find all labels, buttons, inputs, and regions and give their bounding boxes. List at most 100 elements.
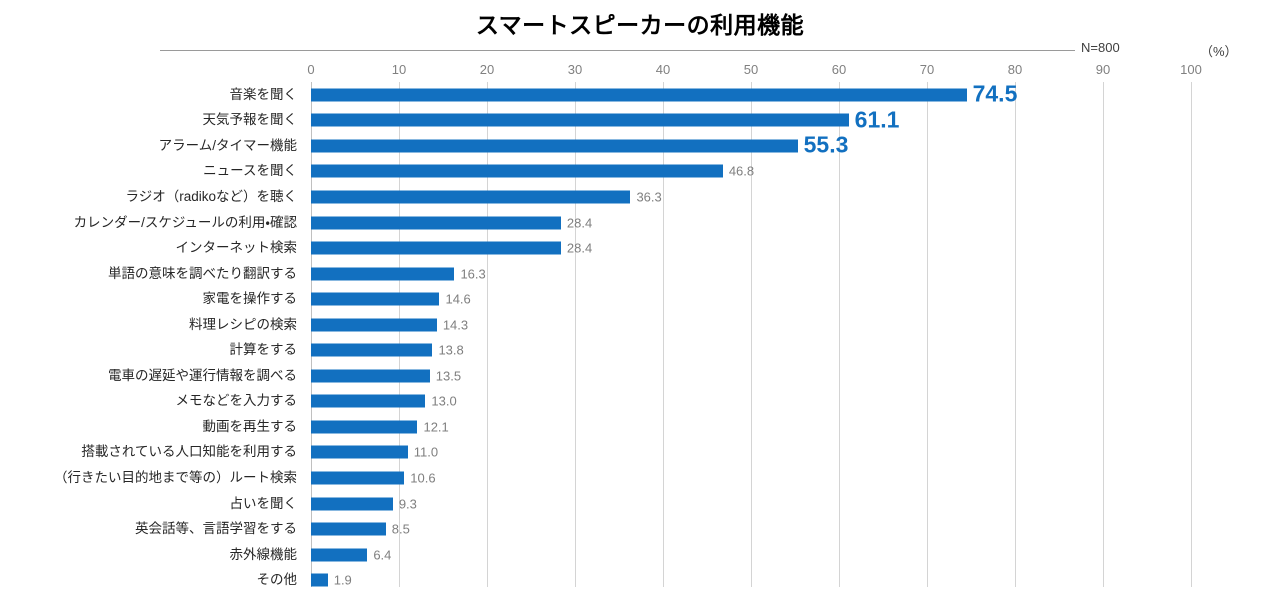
bar-value-label: 1.9 bbox=[333, 572, 352, 588]
category-label: その他 bbox=[256, 572, 298, 588]
category-label: 動画を再生する bbox=[202, 418, 298, 434]
bar[interactable] bbox=[311, 139, 798, 153]
bar-value-label: 14.3 bbox=[442, 317, 469, 333]
bar-value-label: 8.5 bbox=[391, 521, 410, 537]
x-tick-label-70: 70 bbox=[919, 62, 935, 77]
bar-row: 料理レシピの検索 14.3 bbox=[0, 312, 1280, 338]
bar-value-label: 13.5 bbox=[435, 368, 462, 384]
bar-value-label: 16.3 bbox=[460, 266, 486, 282]
bar-value-label: 61.1 bbox=[854, 106, 900, 133]
bar-row: 計算をする 13.8 bbox=[0, 338, 1280, 364]
bar[interactable] bbox=[311, 522, 386, 536]
bar-value-label: 74.5 bbox=[972, 80, 1018, 107]
x-tick-label-30: 30 bbox=[567, 62, 583, 77]
bar[interactable] bbox=[311, 216, 561, 230]
bar-value-label: 14.6 bbox=[445, 291, 471, 307]
x-tick-label-50: 50 bbox=[743, 62, 759, 77]
bar-row: 音楽を聞く 74.5 bbox=[0, 80, 1280, 108]
bar[interactable] bbox=[311, 548, 368, 562]
bar-row: （行きたい目的地まで等の）ルート検索 10.6 bbox=[0, 465, 1280, 491]
gridline-20 bbox=[487, 82, 488, 587]
gridline-90 bbox=[1103, 82, 1104, 587]
bar[interactable] bbox=[311, 190, 631, 204]
gridline-70 bbox=[927, 82, 928, 587]
bar-row: 英会話等、言語学習をする 8.5 bbox=[0, 516, 1280, 542]
bar[interactable] bbox=[311, 343, 433, 357]
bar-row: カレンダー/スケジュールの利用・確認 28.4 bbox=[0, 210, 1280, 236]
bar-row: 電車の遅延や運行情報を調べる 13.5 bbox=[0, 363, 1280, 389]
category-label: 家電を操作する bbox=[202, 291, 298, 307]
bar-value-label: 9.3 bbox=[398, 496, 417, 512]
bar[interactable] bbox=[311, 88, 967, 102]
bar-row: 搭載されている人口知能を利用する 11.0 bbox=[0, 440, 1280, 466]
category-label: 電車の遅延や運行情報を調べる bbox=[108, 367, 297, 383]
x-tick-label-0: 0 bbox=[307, 62, 315, 77]
bar-row: ニュースを聞く 46.8 bbox=[0, 159, 1280, 185]
bar-value-label: 6.4 bbox=[373, 547, 392, 563]
bar[interactable] bbox=[311, 394, 426, 408]
bar-row: 占いを聞く 9.3 bbox=[0, 491, 1280, 517]
bar-value-label: 55.3 bbox=[803, 131, 849, 158]
sample-size-label: N=800 bbox=[1081, 40, 1120, 55]
category-label: 英会話等、言語学習をする bbox=[135, 521, 297, 537]
gridline-0 bbox=[311, 82, 312, 587]
header-divider bbox=[160, 50, 1075, 51]
x-tick-label-100: 100 bbox=[1180, 62, 1202, 77]
bar-value-label: 46.8 bbox=[728, 163, 755, 179]
category-label: 単語の意味を調べたり翻訳する bbox=[108, 265, 297, 281]
bar-row: 動画を再生する 12.1 bbox=[0, 414, 1280, 440]
gridline-100 bbox=[1191, 82, 1192, 587]
category-label: 計算をする bbox=[229, 342, 298, 358]
bar[interactable] bbox=[311, 292, 440, 306]
bar-row: 単語の意味を調べたり翻訳する 16.3 bbox=[0, 261, 1280, 287]
category-label: 赤外線機能 bbox=[229, 546, 298, 562]
category-label: ニュースを聞く bbox=[203, 163, 297, 179]
bar[interactable] bbox=[311, 113, 849, 127]
category-label: 占いを聞く bbox=[229, 495, 298, 511]
gridline-50 bbox=[751, 82, 752, 587]
category-label: メモなどを入力する bbox=[175, 393, 298, 409]
category-label: 天気予報を聞く bbox=[202, 112, 298, 128]
bar[interactable] bbox=[311, 267, 455, 281]
category-label: カレンダー/スケジュールの利用・確認 bbox=[73, 214, 297, 230]
gridline-80 bbox=[1015, 82, 1016, 587]
bar[interactable] bbox=[311, 164, 723, 178]
page-title: スマートスピーカーの利用機能 bbox=[475, 12, 805, 38]
x-tick-label-60: 60 bbox=[831, 62, 847, 77]
x-tick-label-10: 10 bbox=[391, 62, 407, 77]
category-label: ラジオ（radikoなど）を聴く bbox=[125, 188, 298, 204]
gridline-60 bbox=[839, 82, 840, 587]
x-tick-label-40: 40 bbox=[655, 62, 671, 77]
bar-row: 天気予報を聞く 61.1 bbox=[0, 106, 1280, 134]
category-label: （行きたい目的地まで等の）ルート検索 bbox=[54, 469, 297, 485]
plot-area bbox=[311, 82, 1192, 587]
bar[interactable] bbox=[311, 471, 405, 485]
bar[interactable] bbox=[311, 445, 408, 459]
bar-row: 家電を操作する 14.6 bbox=[0, 286, 1280, 312]
bar[interactable] bbox=[311, 369, 430, 383]
gridline-10 bbox=[399, 82, 400, 587]
bar-value-label: 28.4 bbox=[566, 215, 593, 231]
bar-value-label: 10.6 bbox=[410, 470, 436, 486]
category-label: アラーム/タイマー機能 bbox=[158, 137, 297, 153]
x-tick-label-20: 20 bbox=[479, 62, 495, 77]
category-label: 音楽を聞く bbox=[229, 86, 298, 102]
bar-value-label: 13.8 bbox=[438, 342, 464, 358]
category-label: 料理レシピの検索 bbox=[189, 316, 297, 332]
bar-value-label: 13.0 bbox=[431, 393, 457, 409]
bar-row: 赤外線機能 6.4 bbox=[0, 542, 1280, 568]
category-label: 搭載されている人口知能を利用する bbox=[81, 444, 297, 460]
x-tick-label-80: 80 bbox=[1007, 62, 1023, 77]
x-tick-label-90: 90 bbox=[1095, 62, 1111, 77]
bar-value-label: 28.4 bbox=[566, 240, 593, 256]
bar[interactable] bbox=[311, 241, 561, 255]
bar[interactable] bbox=[311, 573, 328, 587]
bar[interactable] bbox=[311, 420, 418, 434]
bar-value-label: 11.0 bbox=[413, 444, 439, 460]
bar[interactable] bbox=[311, 497, 393, 511]
bar[interactable] bbox=[311, 318, 437, 332]
bar-row: メモなどを入力する 13.0 bbox=[0, 389, 1280, 415]
bar-value-label: 12.1 bbox=[423, 419, 449, 435]
bar-row: ラジオ（radikoなど）を聴く 36.3 bbox=[0, 184, 1280, 210]
